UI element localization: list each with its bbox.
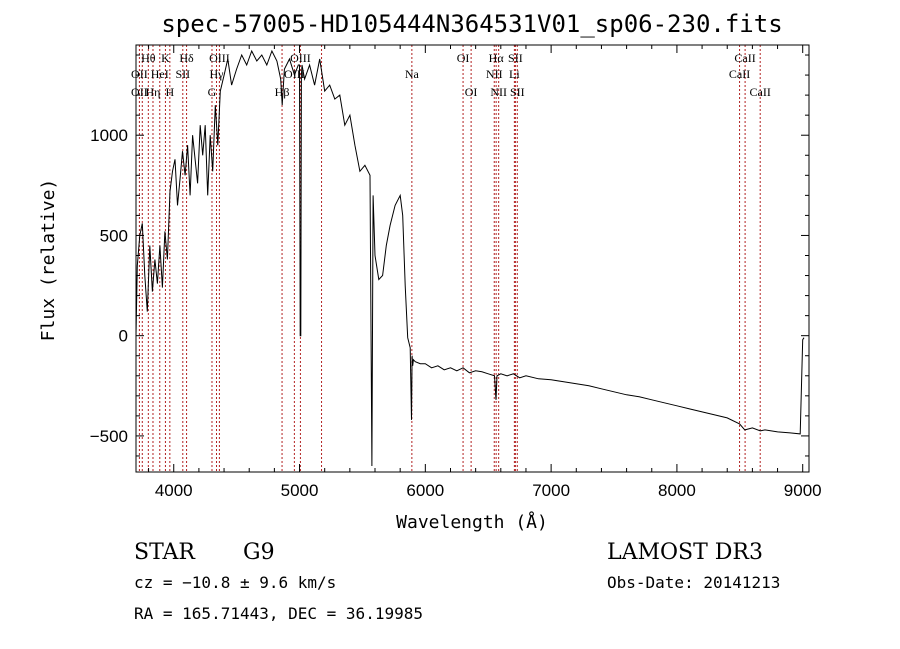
object-class: STAR <box>134 540 196 565</box>
line-label: OII <box>131 85 148 99</box>
y-axis-label: Flux (relative) <box>38 179 59 342</box>
y-tick-label: 1000 <box>90 126 128 145</box>
y-tick-label: 500 <box>100 226 128 245</box>
line-label: G <box>208 85 217 99</box>
line-label: Hδ <box>179 51 194 65</box>
chart-title: spec-57005-HD105444N364531V01_sp06-230.f… <box>161 10 782 38</box>
line-label: SII <box>175 67 190 81</box>
line-label: Hγ <box>210 67 225 81</box>
line-label: OII <box>131 67 148 81</box>
observation-date: Obs-Date: 20141213 <box>607 573 780 592</box>
object-subclass: G9 <box>243 540 275 565</box>
line-label: CaII <box>729 67 750 81</box>
line-label: CaII <box>734 51 755 65</box>
line-label: NII <box>486 67 503 81</box>
line-label: NII <box>490 85 507 99</box>
x-tick-label: 7000 <box>532 481 570 500</box>
line-label: OIII <box>209 51 230 65</box>
x-tick-label: 9000 <box>784 481 822 500</box>
line-label: OI <box>465 85 478 99</box>
line-label: K <box>161 51 170 65</box>
y-axis-ticks: −500 0 500 1000 <box>90 54 809 457</box>
line-label: CaII <box>750 85 771 99</box>
y-tick-label: 0 <box>119 327 128 346</box>
x-tick-label: 6000 <box>406 481 444 500</box>
x-tick-label: 8000 <box>658 481 696 500</box>
x-axis-label: Wavelength (Å) <box>396 511 548 533</box>
spectral-line-markers <box>138 45 761 472</box>
plot-frame <box>135 44 810 473</box>
line-label: SII <box>510 85 525 99</box>
x-axis-ticks: 4000 5000 6000 7000 8000 9000 <box>148 45 822 500</box>
y-tick-label: −500 <box>90 427 128 446</box>
line-label: H <box>166 85 175 99</box>
survey-name: LAMOST DR3 <box>607 540 763 565</box>
line-label: Hθ <box>141 51 156 65</box>
x-tick-label: 4000 <box>155 481 193 500</box>
line-label: SII <box>508 51 523 65</box>
x-tick-label: 5000 <box>281 481 319 500</box>
line-label: Li <box>509 67 520 81</box>
coordinates: RA = 165.71443, DEC = 36.19985 <box>134 604 423 623</box>
line-label: Na <box>405 67 420 81</box>
redshift-cz: cz = −10.8 ± 9.6 km/s <box>134 573 336 592</box>
line-label: HeI <box>151 67 169 81</box>
line-label: Hα <box>489 51 505 65</box>
line-label: Hβ <box>275 85 290 99</box>
line-label: OIII <box>290 51 311 65</box>
line-label: Hη <box>146 85 161 99</box>
line-label: OI <box>457 51 470 65</box>
spectrum-line <box>135 49 805 467</box>
